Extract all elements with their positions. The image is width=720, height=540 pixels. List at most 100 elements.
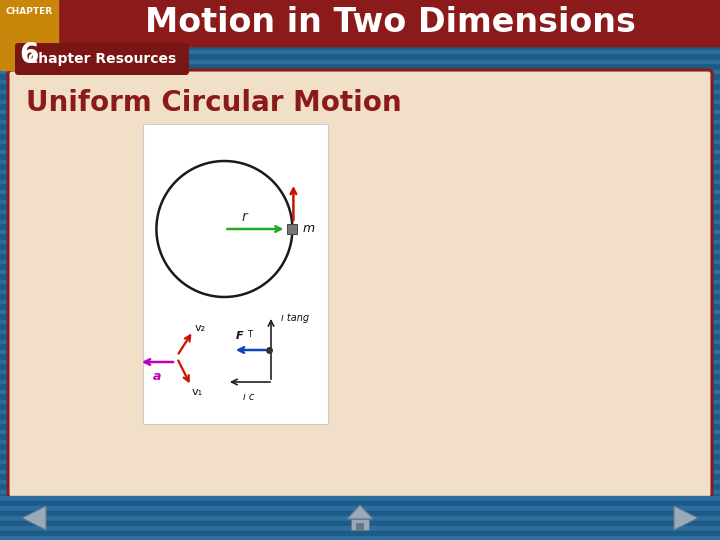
Bar — [0, 115, 720, 118]
Bar — [0, 240, 720, 242]
Bar — [0, 310, 720, 313]
Bar — [0, 30, 720, 32]
Bar — [0, 255, 720, 258]
Bar — [0, 495, 720, 497]
Bar — [0, 435, 720, 437]
Bar — [0, 501, 720, 503]
Bar — [0, 200, 720, 202]
Bar — [0, 235, 720, 238]
Bar — [0, 300, 720, 302]
Bar — [0, 15, 720, 17]
Bar — [0, 370, 720, 373]
Bar — [0, 75, 720, 78]
Bar — [0, 350, 720, 353]
Bar — [0, 445, 720, 448]
FancyBboxPatch shape — [8, 70, 712, 498]
Bar — [0, 420, 720, 422]
Bar — [0, 430, 720, 433]
Bar — [0, 415, 720, 417]
Bar — [0, 505, 720, 508]
Bar — [0, 340, 720, 342]
Bar — [0, 160, 720, 163]
Bar — [0, 210, 720, 213]
Bar — [0, 215, 720, 218]
Bar — [0, 516, 720, 518]
Text: a: a — [153, 369, 161, 382]
Bar — [0, 105, 720, 107]
Bar — [0, 175, 720, 178]
Bar — [0, 195, 720, 198]
Polygon shape — [22, 506, 46, 530]
Bar — [0, 60, 720, 63]
Bar — [0, 125, 720, 127]
Bar — [0, 145, 720, 147]
Text: r: r — [241, 210, 247, 224]
Bar — [0, 0, 720, 46]
Bar — [0, 295, 720, 298]
Bar — [0, 25, 720, 28]
Text: T: T — [247, 330, 252, 339]
Bar — [0, 170, 720, 172]
Bar — [0, 325, 720, 327]
Bar — [0, 85, 720, 87]
Bar — [0, 335, 720, 338]
Bar — [0, 330, 720, 333]
Bar — [0, 385, 720, 388]
Bar — [287, 224, 297, 234]
Bar — [0, 100, 720, 103]
Bar — [0, 470, 720, 472]
Bar — [0, 275, 720, 278]
Text: m: m — [302, 222, 315, 235]
Bar — [0, 260, 720, 262]
Bar — [0, 525, 720, 528]
Bar — [0, 506, 720, 509]
Bar — [0, 270, 720, 273]
Text: Motion in Two Dimensions: Motion in Two Dimensions — [145, 6, 636, 39]
Bar — [0, 140, 720, 143]
Bar — [0, 65, 720, 68]
Bar — [0, 45, 720, 48]
Bar — [0, 465, 720, 468]
Bar — [0, 110, 720, 112]
Bar — [0, 395, 720, 397]
Bar — [0, 185, 720, 187]
Polygon shape — [674, 506, 698, 530]
Bar — [0, 80, 720, 83]
Bar — [0, 485, 720, 488]
Bar — [0, 536, 720, 538]
Bar — [0, 520, 720, 523]
FancyBboxPatch shape — [15, 43, 189, 75]
Bar — [0, 305, 720, 307]
Bar — [0, 510, 720, 512]
Bar — [351, 519, 369, 530]
Bar — [0, 5, 720, 8]
Bar — [0, 320, 720, 322]
Bar — [0, 290, 720, 293]
Bar — [0, 480, 720, 483]
Text: ı c: ı c — [243, 392, 255, 402]
Bar — [0, 265, 720, 267]
Bar — [0, 220, 720, 222]
Text: 6: 6 — [19, 41, 39, 69]
Bar — [0, 135, 720, 138]
Bar — [0, 20, 720, 23]
Bar — [0, 0, 58, 70]
Text: ı tang: ı tang — [281, 313, 309, 323]
Bar — [0, 285, 720, 287]
Bar — [0, 410, 720, 413]
Polygon shape — [347, 505, 373, 519]
Bar — [0, 535, 720, 537]
Bar — [0, 35, 720, 37]
Text: F: F — [235, 331, 243, 341]
Bar — [0, 315, 720, 318]
Bar — [0, 250, 720, 253]
Bar — [0, 490, 720, 492]
Bar — [0, 390, 720, 393]
Bar — [0, 455, 720, 457]
Bar — [0, 511, 720, 514]
Bar — [0, 405, 720, 408]
Bar — [0, 400, 720, 402]
Bar — [0, 380, 720, 382]
Bar — [0, 50, 720, 52]
Bar — [0, 280, 720, 282]
